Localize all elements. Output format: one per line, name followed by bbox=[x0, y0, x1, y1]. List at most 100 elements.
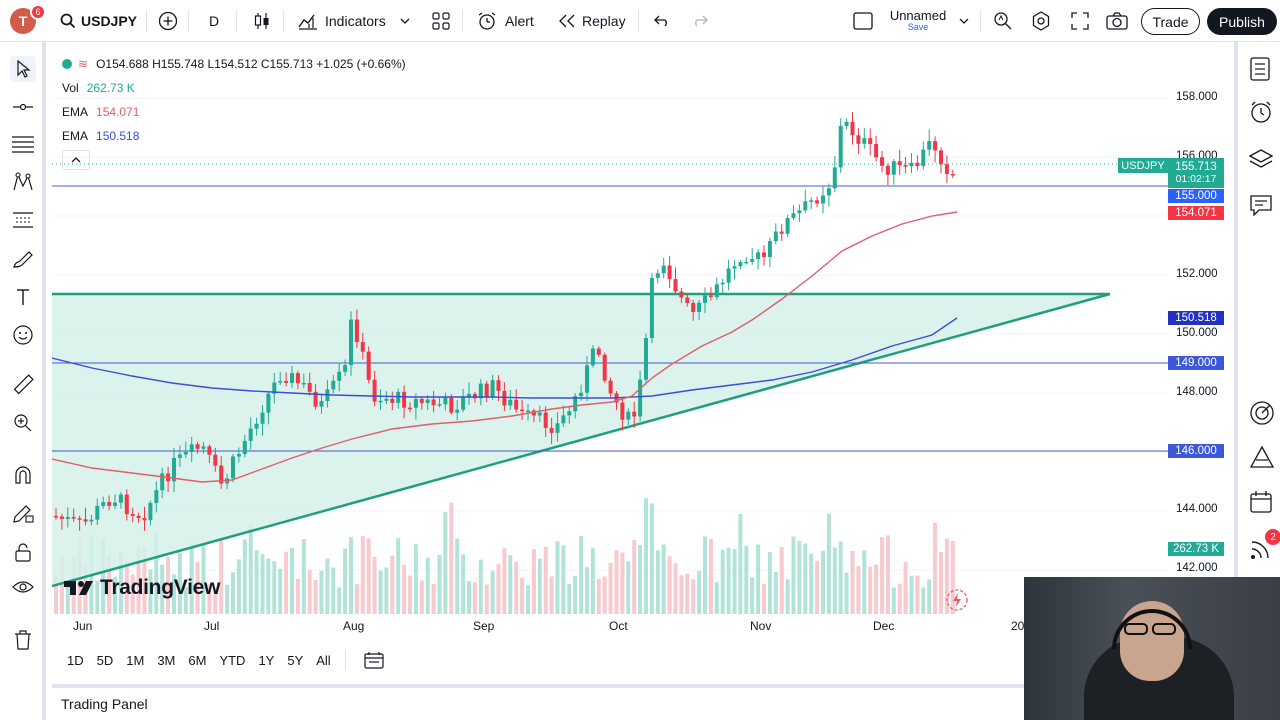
candle-body bbox=[555, 423, 560, 433]
candle-body bbox=[101, 502, 106, 506]
volume-bar bbox=[561, 545, 566, 614]
fib-tool[interactable] bbox=[10, 131, 36, 157]
trade-button[interactable]: Trade bbox=[1141, 8, 1200, 35]
volume-legend-row[interactable]: Vol 262.73 K bbox=[62, 76, 406, 100]
undo-button[interactable] bbox=[654, 0, 670, 42]
symbol-status-icon: ≋ bbox=[78, 57, 89, 71]
volume-bar bbox=[762, 583, 766, 614]
camera-icon[interactable] bbox=[1106, 11, 1128, 31]
layout-name-block[interactable]: Unnamed Save bbox=[888, 8, 948, 32]
volume-bar bbox=[691, 579, 696, 614]
volume-bar bbox=[726, 547, 731, 614]
keep-drawing-tool[interactable] bbox=[10, 501, 36, 527]
candle-body bbox=[124, 494, 129, 515]
chart-pane[interactable]: TradingView bbox=[52, 46, 1230, 614]
replay-button[interactable]: Replay bbox=[558, 0, 626, 42]
lock-drawings-tool[interactable] bbox=[10, 539, 36, 565]
candle-body bbox=[549, 427, 554, 433]
vol-value: 262.73 K bbox=[86, 81, 135, 95]
measure-tool[interactable] bbox=[10, 372, 36, 398]
candle-body bbox=[531, 410, 536, 416]
range-all-button[interactable]: All bbox=[316, 652, 331, 668]
volume-bar bbox=[909, 575, 914, 614]
forecast-tool[interactable] bbox=[10, 207, 36, 233]
calendar-icon[interactable] bbox=[1249, 490, 1273, 514]
range-6m-button[interactable]: 6M bbox=[188, 652, 207, 668]
alarm-clock-icon[interactable] bbox=[1249, 100, 1273, 124]
alert-button[interactable]: Alert bbox=[477, 0, 534, 42]
range-5y-button[interactable]: 5Y bbox=[287, 652, 304, 668]
volume-bar bbox=[868, 566, 873, 614]
ema-slow-line[interactable] bbox=[52, 317, 958, 399]
layers-icon[interactable] bbox=[1249, 148, 1273, 170]
volume-bar bbox=[118, 551, 123, 614]
brush-tool[interactable] bbox=[10, 246, 36, 272]
candle-body bbox=[785, 218, 790, 234]
hide-drawings-tool[interactable] bbox=[10, 574, 36, 600]
candle-body bbox=[207, 446, 212, 455]
settings-icon[interactable] bbox=[1031, 11, 1051, 31]
signal-icon[interactable] bbox=[1249, 537, 1273, 561]
symbol-search-button[interactable]: USDJPY bbox=[60, 0, 137, 42]
flash-icon[interactable] bbox=[946, 589, 968, 611]
redo-button[interactable] bbox=[692, 0, 708, 42]
range-1m-button[interactable]: 1M bbox=[126, 652, 145, 668]
range-1d-button[interactable]: 1D bbox=[67, 652, 84, 668]
candle-body bbox=[714, 284, 719, 298]
magnet-tool[interactable] bbox=[10, 462, 36, 488]
chart-type-button[interactable] bbox=[254, 0, 270, 42]
watchlist-icon[interactable] bbox=[1249, 57, 1271, 81]
indicators-button[interactable]: Indicators bbox=[298, 0, 410, 42]
candle-body bbox=[366, 351, 371, 380]
triangle-support-line[interactable] bbox=[52, 292, 1111, 588]
volume-bar bbox=[378, 570, 383, 614]
quick-search-icon[interactable] bbox=[993, 11, 1013, 31]
volume-bar bbox=[555, 541, 560, 614]
compare-button[interactable] bbox=[158, 0, 178, 42]
pattern-tool[interactable] bbox=[10, 169, 36, 195]
candle-body bbox=[213, 454, 218, 466]
alert-label: Alert bbox=[505, 12, 534, 29]
ema-slow-legend-row[interactable]: EMA 150.518 bbox=[62, 124, 406, 148]
text-tool[interactable] bbox=[10, 284, 36, 310]
price-chart[interactable] bbox=[52, 46, 1230, 614]
ruler-icon bbox=[13, 374, 34, 395]
trendline-tool[interactable] bbox=[10, 94, 36, 120]
cursor-tool[interactable] bbox=[10, 56, 36, 82]
range-1y-button[interactable]: 1Y bbox=[258, 652, 275, 668]
candle-body bbox=[732, 266, 737, 269]
chevron-down-icon[interactable] bbox=[959, 18, 969, 24]
volume-bar bbox=[714, 582, 719, 614]
volume-bar bbox=[950, 540, 955, 614]
range-ytd-button[interactable]: YTD bbox=[219, 652, 246, 668]
zoom-tool[interactable] bbox=[10, 410, 36, 436]
volume-bar bbox=[626, 561, 631, 614]
range-5d-button[interactable]: 5D bbox=[96, 652, 114, 668]
publish-button[interactable]: Publish bbox=[1207, 8, 1277, 35]
ema-fast-legend-row[interactable]: EMA 154.071 bbox=[62, 100, 406, 124]
candle-body bbox=[301, 382, 306, 385]
chat-icon[interactable] bbox=[1249, 194, 1273, 216]
collapse-legend-button[interactable] bbox=[62, 150, 90, 170]
volume-bar bbox=[655, 550, 660, 614]
layout-menu-button[interactable] bbox=[853, 0, 873, 42]
emoji-tool[interactable] bbox=[10, 322, 36, 348]
trading-panel-tab[interactable]: Trading Panel bbox=[52, 684, 1230, 720]
candle-body bbox=[944, 164, 949, 174]
remove-drawings-tool[interactable] bbox=[10, 627, 36, 653]
fullscreen-icon[interactable] bbox=[1070, 11, 1090, 31]
volume-bar bbox=[750, 577, 755, 614]
range-3m-button[interactable]: 3M bbox=[157, 652, 176, 668]
candle-body bbox=[885, 165, 890, 175]
interval-button[interactable]: D bbox=[209, 12, 220, 29]
volume-bar bbox=[307, 570, 312, 614]
candle-body bbox=[638, 379, 643, 417]
volume-bar bbox=[472, 582, 477, 614]
ema-fast-line[interactable] bbox=[52, 211, 958, 483]
goto-date-icon[interactable] bbox=[364, 651, 384, 669]
volume-bar bbox=[390, 555, 395, 614]
target-icon[interactable] bbox=[1249, 400, 1275, 426]
ideas-icon[interactable] bbox=[1249, 445, 1275, 469]
templates-button[interactable] bbox=[432, 0, 450, 42]
volume-bar bbox=[343, 548, 348, 614]
